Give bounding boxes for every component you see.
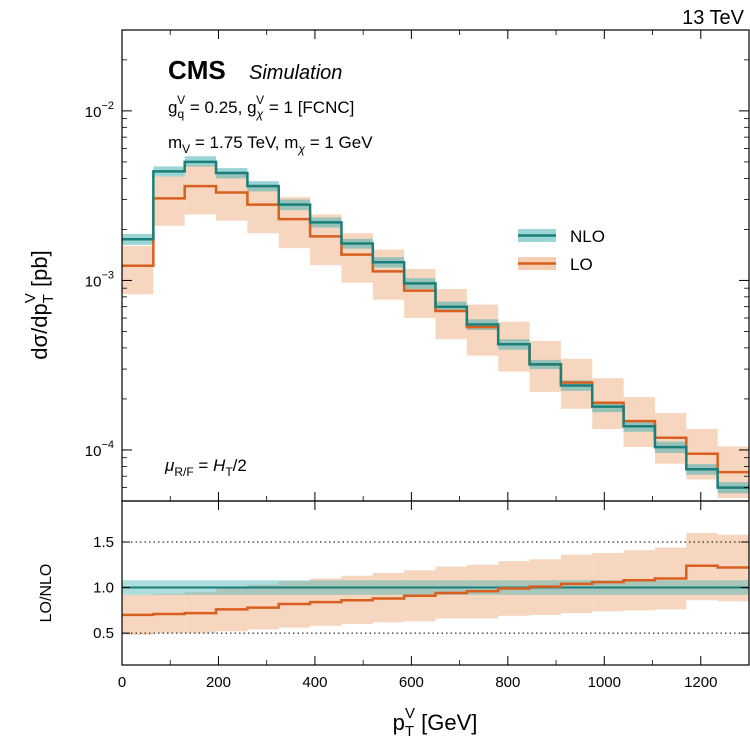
x-tick-label: 1200 (684, 674, 717, 691)
legend-lo-label: LO (570, 255, 593, 274)
lo-band-bin (466, 304, 499, 356)
x-tick-label: 800 (495, 674, 520, 691)
lo-band-bin (372, 249, 405, 300)
x-tick-label: 1000 (588, 674, 621, 691)
cms-sub-label: Simulation (249, 62, 342, 84)
nlo-step-line (122, 160, 749, 489)
x-ticks: 0 200 400 600 800 1000 1200 (118, 30, 717, 691)
energy-label: 13 TeV (682, 7, 745, 29)
x-tick-label: 600 (399, 674, 424, 691)
ratio-y-tick-label: 0.5 (93, 625, 114, 642)
ratio-plot-frame (121, 500, 750, 666)
main-y-tick-label: 10−3 (85, 269, 114, 290)
lo-band-bin (153, 176, 185, 226)
lo-band-bin (435, 289, 467, 340)
main-y-tick-label: 10−4 (85, 439, 114, 460)
legend-entry-nlo: NLO (518, 227, 605, 246)
lo-band-bin (404, 268, 436, 319)
lo-band-bin (216, 171, 248, 221)
legend: NLO LO (518, 227, 605, 274)
lo-band-bin (122, 245, 154, 295)
x-tick-label: 0 (118, 674, 126, 691)
scale-annotation: μR/F = HT/2 (164, 456, 247, 479)
ratio-y-tick-label: 1.0 (93, 580, 114, 597)
ratio-y-ticks: 0.5 1.0 1.5 (93, 534, 749, 642)
main-y-tick-label: 10−2 (85, 100, 114, 121)
main-y-ticks: 10−4 10−3 10−2 (85, 29, 749, 502)
ratio-y-tick-label: 1.5 (93, 534, 114, 551)
x-tick-label: 400 (302, 674, 327, 691)
ratio-panel: 0.5 1.0 1.5 0 200 400 600 800 1000 1200 (93, 30, 750, 691)
ratio-bands (122, 532, 749, 635)
ratio-lines (122, 564, 749, 617)
mass-annotation: mV = 1.75 TeV, mχ = 1 GeV (168, 133, 373, 156)
legend-nlo-label: NLO (570, 227, 605, 246)
x-axis-label: pTV [GeV] (393, 705, 478, 740)
lo-band-bin (247, 184, 279, 234)
legend-entry-lo: LO (518, 255, 593, 274)
lo-ratio-step-line (122, 564, 749, 617)
ratio-y-axis-label: LO/NLO (38, 564, 55, 623)
lo-band-bin (184, 164, 217, 215)
x-tick-label: 200 (206, 674, 231, 691)
coupling-annotation: gqV = 0.25, gχV = 1 [FCNC] (168, 93, 354, 121)
main-y-axis-label: dσ/dpTV [pb] (22, 250, 57, 359)
main-lines (122, 160, 749, 489)
main-panel: 10−4 10−3 10−2 (85, 29, 750, 502)
cms-label: CMS (168, 55, 226, 85)
